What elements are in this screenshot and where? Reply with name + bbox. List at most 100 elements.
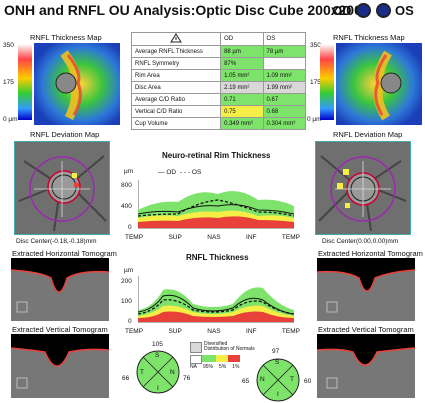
metric-os-value: 78 µm: [262, 45, 307, 58]
od-deviation-map: [14, 141, 110, 235]
legend-green: [202, 355, 216, 362]
table-row: Average C/D Ratio 0.71 0.67: [130, 93, 307, 106]
od-horizontal-tomogram: [11, 258, 109, 321]
rnfl-xtick: TEMP: [281, 328, 300, 335]
rnfl-xticks: TEMP SUP NAS INF TEMP: [125, 328, 300, 335]
metric-os-value: 0.67: [262, 93, 307, 106]
metric-label: Rim Area: [130, 69, 222, 82]
legend-na-label: NA: [190, 364, 197, 370]
od-quadrant-circle: [136, 350, 180, 394]
rim-od-line: [138, 204, 294, 215]
rim-chart-plot: [138, 180, 294, 229]
os-horizontal-tomogram: [317, 258, 415, 321]
rnfl-xtick: INF: [246, 328, 257, 335]
metric-label: Vertical C/D Ratio: [130, 105, 222, 118]
warning-icon: [170, 33, 182, 43]
os-thickness-map-title: RNFL Thickness Map: [333, 33, 405, 42]
rim-legend-os-label: OS: [191, 169, 202, 176]
rnfl-chart-unit: µm: [124, 267, 134, 274]
os-label: OS: [395, 3, 414, 18]
os-vertical-tomogram-title: Extracted Vertical Tomogram: [318, 325, 414, 334]
os-quad-t: T: [290, 376, 294, 383]
os-scale-bottom: 0 µm: [307, 116, 322, 123]
os-quad-left-value: 65: [242, 378, 250, 385]
od-label: OD: [332, 3, 352, 18]
rim-ytick-bottom: 0: [128, 224, 132, 231]
rnfl-xtick: NAS: [207, 328, 221, 335]
os-color-scale: [320, 44, 334, 120]
metric-od-value: 87%: [220, 57, 264, 70]
od-quad-top-value: 105: [152, 341, 163, 348]
rnfl-ytick-mid: 100: [121, 298, 132, 305]
od-scale-bottom: 0 µm: [3, 116, 18, 123]
od-thickness-map: [34, 43, 120, 125]
metric-label: Disc Area: [130, 81, 222, 94]
os-eye-icon: [376, 3, 391, 18]
metric-os-value: 0.304 mm³: [262, 117, 307, 130]
metrics-col-os: OS: [262, 32, 307, 46]
rim-xtick: INF: [246, 234, 257, 241]
table-row: Disc Area 2.19 mm² 1.99 mm²: [130, 81, 307, 94]
metric-os-value: 1.09 mm²: [262, 69, 307, 82]
metric-os-value: [262, 57, 307, 70]
metrics-table: OD OS Average RNFL Thickness 88 µm 78 µm…: [130, 32, 307, 130]
os-quad-s: S: [275, 359, 280, 366]
os-scale-top: 350: [310, 42, 321, 49]
os-quad-i: I: [277, 391, 279, 398]
table-row: Cup Volume 0.349 mm³ 0.304 mm³: [130, 117, 307, 130]
metric-od-value: 0.71: [220, 93, 264, 106]
legend-title: Diversified: [204, 341, 228, 347]
rim-legend-os: - - - OS: [180, 169, 202, 176]
metric-od-value: 0.349 mm³: [220, 117, 264, 130]
rnfl-os-line: [138, 299, 294, 315]
od-quad-left-value: 66: [122, 375, 130, 382]
os-quad-right-value: 60: [304, 378, 312, 385]
legend-red: [228, 355, 240, 362]
od-deviation-map-title: RNFL Deviation Map: [30, 130, 100, 139]
os-vertical-tomogram: [317, 334, 415, 398]
legend-swatches: Diversified Distribution of Normals: [190, 342, 260, 353]
legend-yellow: [216, 355, 228, 362]
os-quadrant-circle: [256, 358, 300, 402]
metric-od-value: 2.19 mm²: [220, 81, 264, 94]
os-badge: OS: [376, 3, 414, 18]
od-horizontal-tomogram-title: Extracted Horizontal Tomogram: [12, 249, 117, 258]
rim-xtick: TEMP: [281, 234, 300, 241]
os-thickness-map: [336, 43, 422, 125]
rim-ytick-mid: 400: [121, 203, 132, 210]
table-row: Rim Area 1.05 mm² 1.09 mm²: [130, 69, 307, 82]
metric-label: Cup Volume: [130, 117, 222, 130]
rnfl-xtick: TEMP: [125, 328, 144, 335]
legend-1-label: 1%: [232, 364, 240, 370]
rim-xtick: NAS: [207, 234, 221, 241]
rim-chart-title: Neuro-retinal Rim Thickness: [162, 151, 271, 160]
legend-5-label: 5%: [218, 364, 227, 370]
od-quad-right-value: 76: [183, 375, 191, 382]
os-deviation-map: [315, 141, 411, 235]
rim-chart-unit: µm: [124, 168, 134, 175]
od-thickness-map-title: RNFL Thickness Map: [30, 33, 102, 42]
normals-legend: Diversified Distribution of Normals NA 9…: [190, 342, 260, 370]
rim-ytick-top: 800: [121, 182, 132, 189]
od-vertical-tomogram-title: Extracted Vertical Tomogram: [12, 325, 108, 334]
rim-os-line: [138, 199, 294, 217]
rnfl-xtick: SUP: [168, 328, 182, 335]
table-row: Vertical C/D Ratio 0.75 0.68: [130, 105, 307, 118]
legend-95-label: 95%: [202, 364, 213, 370]
od-vertical-tomogram: [11, 334, 109, 398]
os-horizontal-tomogram-title: Extracted Horizontal Tomogram: [318, 249, 423, 258]
metric-od-value: 88 µm: [220, 45, 264, 58]
legend-swatch-na: [190, 342, 202, 353]
rnfl-ytick-bottom: 0: [128, 318, 132, 325]
od-quad-n: N: [170, 369, 175, 376]
metric-label: Average C/D Ratio: [130, 93, 222, 106]
od-quad-t: T: [140, 369, 144, 376]
metric-os-value: 0.68: [262, 105, 307, 118]
rim-legend-od: — OD: [158, 169, 177, 176]
rnfl-chart-title: RNFL Thickness: [186, 253, 249, 262]
rnfl-ytick-top: 200: [121, 278, 132, 285]
table-row: Average RNFL Thickness 88 µm 78 µm: [130, 45, 307, 58]
metric-os-value: 1.99 mm²: [262, 81, 307, 94]
od-scale-mid: 175: [3, 79, 14, 86]
od-disc-center: Disc Center(-0.18,-0.18)mm: [16, 238, 97, 245]
